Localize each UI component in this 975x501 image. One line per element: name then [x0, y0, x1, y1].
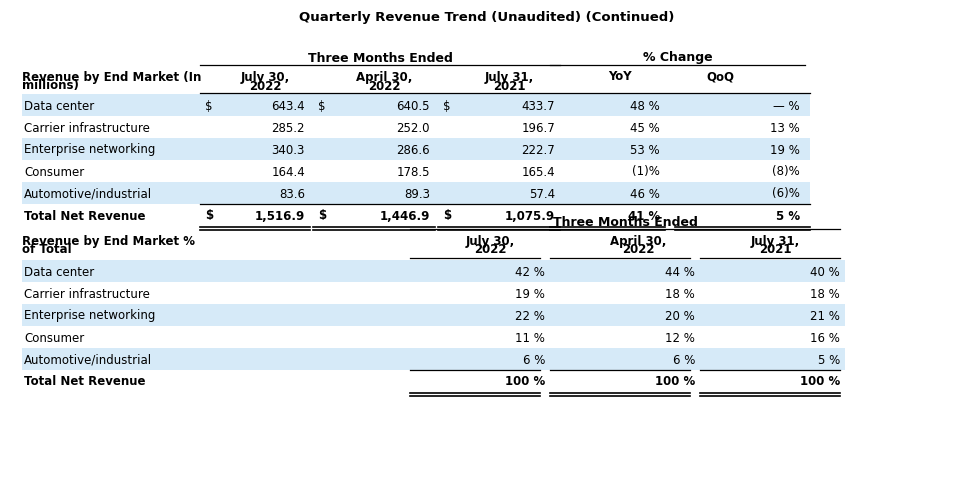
Text: Enterprise networking: Enterprise networking [24, 309, 155, 322]
Text: 46 %: 46 % [630, 187, 660, 200]
Text: 48 %: 48 % [630, 99, 660, 112]
Text: of Total: of Total [22, 243, 71, 256]
Text: Data center: Data center [24, 265, 95, 278]
Text: 285.2: 285.2 [271, 121, 305, 134]
Text: 13 %: 13 % [770, 121, 800, 134]
Text: 89.3: 89.3 [404, 187, 430, 200]
Text: 41 %: 41 % [628, 209, 660, 222]
Text: 6 %: 6 % [523, 353, 545, 366]
Text: 18 %: 18 % [810, 287, 840, 300]
Text: % Change: % Change [643, 52, 713, 64]
Text: 6 %: 6 % [673, 353, 695, 366]
Text: 53 %: 53 % [631, 143, 660, 156]
Text: (8)%: (8)% [772, 165, 800, 178]
Text: July 31,: July 31, [485, 70, 533, 83]
Text: 196.7: 196.7 [522, 121, 555, 134]
Text: 11 %: 11 % [515, 331, 545, 344]
Text: Three Months Ended: Three Months Ended [307, 52, 452, 64]
Text: 433.7: 433.7 [522, 99, 555, 112]
Text: Total Net Revenue: Total Net Revenue [24, 209, 145, 222]
Text: YoY: YoY [608, 70, 632, 83]
Text: 45 %: 45 % [630, 121, 660, 134]
Text: 2021: 2021 [492, 79, 526, 92]
Text: Automotive/industrial: Automotive/industrial [24, 353, 152, 366]
Text: Consumer: Consumer [24, 165, 84, 178]
Text: 178.5: 178.5 [397, 165, 430, 178]
Text: 164.4: 164.4 [271, 165, 305, 178]
Text: (1)%: (1)% [632, 165, 660, 178]
Text: — %: — % [773, 99, 800, 112]
Text: Quarterly Revenue Trend (Unaudited) (Continued): Quarterly Revenue Trend (Unaudited) (Con… [299, 12, 675, 25]
Text: 1,446.9: 1,446.9 [379, 209, 430, 222]
Text: Data center: Data center [24, 99, 95, 112]
Text: 20 %: 20 % [665, 309, 695, 322]
Text: $: $ [318, 209, 326, 222]
Text: Enterprise networking: Enterprise networking [24, 143, 155, 156]
Text: 2021: 2021 [759, 243, 792, 256]
Bar [22, 261, 845, 283]
Text: $: $ [205, 209, 214, 222]
Text: 22 %: 22 % [515, 309, 545, 322]
Bar [22, 348, 845, 370]
Text: 12 %: 12 % [665, 331, 695, 344]
Text: Three Months Ended: Three Months Ended [553, 215, 697, 228]
Text: 40 %: 40 % [810, 265, 840, 278]
Text: 44 %: 44 % [665, 265, 695, 278]
Text: 83.6: 83.6 [279, 187, 305, 200]
Bar [22, 183, 810, 204]
Text: Carrier infrastructure: Carrier infrastructure [24, 121, 150, 134]
Text: 1,516.9: 1,516.9 [254, 209, 305, 222]
Text: 252.0: 252.0 [397, 121, 430, 134]
Text: Revenue by End Market (In: Revenue by End Market (In [22, 70, 202, 83]
Text: July 30,: July 30, [241, 70, 290, 83]
Text: 165.4: 165.4 [522, 165, 555, 178]
Text: 5 %: 5 % [776, 209, 800, 222]
Text: QoQ: QoQ [706, 70, 734, 83]
Text: 42 %: 42 % [515, 265, 545, 278]
Text: Revenue by End Market %: Revenue by End Market % [22, 234, 195, 247]
Text: 2022: 2022 [622, 243, 654, 256]
Text: Total Net Revenue: Total Net Revenue [24, 375, 145, 388]
Text: 2022: 2022 [249, 79, 281, 92]
Text: 18 %: 18 % [665, 287, 695, 300]
Text: April 30,: April 30, [356, 70, 412, 83]
Text: 21 %: 21 % [810, 309, 840, 322]
Text: 2022: 2022 [368, 79, 401, 92]
Text: 16 %: 16 % [810, 331, 840, 344]
Text: 19 %: 19 % [770, 143, 800, 156]
Text: 100 %: 100 % [800, 375, 840, 388]
Text: 100 %: 100 % [655, 375, 695, 388]
Text: 19 %: 19 % [515, 287, 545, 300]
Text: Automotive/industrial: Automotive/industrial [24, 187, 152, 200]
Text: 643.4: 643.4 [271, 99, 305, 112]
Text: millions): millions) [22, 79, 79, 92]
Text: $: $ [205, 99, 213, 112]
Text: $: $ [443, 209, 451, 222]
Text: 222.7: 222.7 [522, 143, 555, 156]
Text: 100 %: 100 % [505, 375, 545, 388]
Bar [22, 305, 845, 326]
Text: $: $ [443, 99, 450, 112]
Text: July 30,: July 30, [465, 234, 515, 247]
Text: Carrier infrastructure: Carrier infrastructure [24, 287, 150, 300]
Bar [22, 139, 810, 161]
Text: 5 %: 5 % [818, 353, 840, 366]
Text: $: $ [318, 99, 326, 112]
Text: 640.5: 640.5 [397, 99, 430, 112]
Bar [22, 95, 810, 117]
Text: July 31,: July 31, [751, 234, 799, 247]
Text: 340.3: 340.3 [272, 143, 305, 156]
Text: 1,075.9: 1,075.9 [505, 209, 555, 222]
Text: 2022: 2022 [474, 243, 506, 256]
Text: 286.6: 286.6 [397, 143, 430, 156]
Text: (6)%: (6)% [772, 187, 800, 200]
Text: Consumer: Consumer [24, 331, 84, 344]
Text: 57.4: 57.4 [528, 187, 555, 200]
Text: April 30,: April 30, [609, 234, 666, 247]
